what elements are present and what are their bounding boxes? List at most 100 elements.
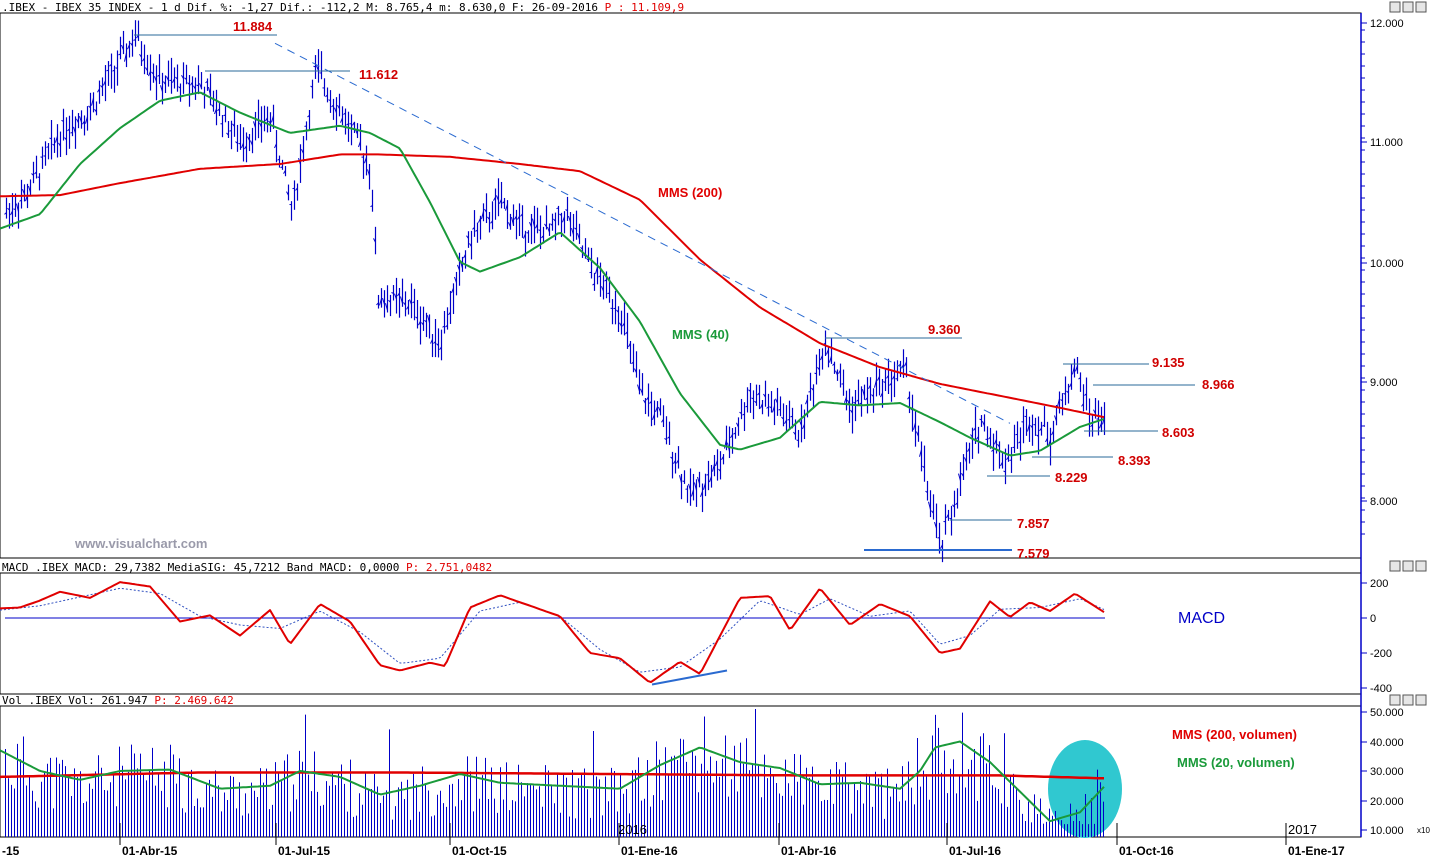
price-bar-tick <box>739 411 742 414</box>
price-bar-tick <box>427 315 430 323</box>
price-bar-tick <box>940 544 943 549</box>
price-bar-tick <box>817 367 820 371</box>
macd-line <box>0 581 1105 683</box>
price-bar-tick <box>1054 415 1057 422</box>
volume-window-buttons[interactable] <box>1389 694 1427 706</box>
price-bar-tick <box>40 156 43 158</box>
price-bar-tick <box>325 94 328 98</box>
price-bar-tick <box>490 220 493 224</box>
maximize-button[interactable] <box>1402 560 1414 572</box>
price-bar-tick <box>784 419 787 424</box>
price-bar-tick <box>709 476 712 483</box>
price-bar-tick <box>1006 456 1009 461</box>
minimize-button[interactable] <box>1389 1 1401 13</box>
price-bar-tick <box>1057 398 1060 407</box>
price-bar-tick <box>769 406 772 409</box>
price-bar-tick <box>799 420 802 426</box>
close-button[interactable] <box>1415 694 1427 706</box>
price-bar-tick <box>883 381 886 384</box>
close-button[interactable] <box>1415 560 1427 572</box>
price-bar-tick <box>919 449 922 457</box>
price-bar-tick <box>283 170 286 174</box>
y-tick-label: -400 <box>1370 683 1392 695</box>
price-bar-tick <box>1072 366 1075 375</box>
price-bar-tick <box>865 397 868 401</box>
price-bar-tick <box>97 88 100 93</box>
price-bar-tick <box>703 482 706 490</box>
price-panel <box>0 12 1362 559</box>
price-bar-tick <box>184 77 187 80</box>
price-bar-tick <box>166 76 169 81</box>
vol-mms20-line <box>0 740 1105 823</box>
price-bar-tick <box>487 216 490 220</box>
minimize-button[interactable] <box>1389 560 1401 572</box>
x-tick-label: 01-Oct-16 <box>1119 844 1174 857</box>
indicator-lines <box>0 42 1105 823</box>
price-bar-tick <box>781 416 784 420</box>
price-bar-tick <box>247 136 250 141</box>
price-bar-tick <box>259 122 262 128</box>
price-bar-tick <box>931 510 934 514</box>
price-bar-tick <box>229 130 232 132</box>
price-bar-tick <box>844 396 847 403</box>
close-button[interactable] <box>1415 1 1427 13</box>
price-bar-tick <box>748 389 751 392</box>
price-bar-tick <box>244 145 247 150</box>
price-bar-tick <box>820 355 823 361</box>
price-bar-tick <box>757 392 760 396</box>
price-bar-tick <box>907 396 910 400</box>
level-label: 11.612 <box>359 67 398 82</box>
macd-title: MACD <box>1178 610 1225 627</box>
price-bar-tick <box>814 372 817 375</box>
price-bar-tick <box>667 436 670 439</box>
vol-mms200-line <box>0 771 1104 780</box>
price-window-buttons[interactable] <box>1389 1 1427 13</box>
price-bar-tick <box>418 320 421 326</box>
price-bar-tick <box>637 384 640 392</box>
y-tick-label: 50.000 <box>1370 707 1404 719</box>
price-bar-tick <box>955 502 958 506</box>
price-bar-tick <box>877 376 880 381</box>
macd-header: MACD_.IBEX MACD: 29,7382 MediaSIG: 45,72… <box>2 561 492 574</box>
price-bar-tick <box>133 39 136 41</box>
price-bar-tick <box>751 397 754 400</box>
maximize-button[interactable] <box>1402 694 1414 706</box>
y-tick-label: 8.000 <box>1370 496 1398 508</box>
price-bar-tick <box>1024 415 1027 418</box>
price-bar-tick <box>892 375 895 380</box>
price-bar-tick <box>562 216 565 223</box>
price-bar-tick <box>445 324 448 328</box>
price-bar-tick <box>301 149 304 154</box>
price-bar-tick <box>502 201 505 204</box>
price-bar-tick <box>442 325 445 328</box>
price-bar-tick <box>388 299 391 303</box>
price-bar-tick <box>871 394 874 397</box>
price-bar-tick <box>949 517 952 520</box>
price-bar-tick <box>352 121 355 126</box>
level-label: 8.229 <box>1055 470 1088 485</box>
price-bar-tick <box>67 128 70 132</box>
price-bar-tick <box>604 279 607 282</box>
price-bar-tick <box>553 218 556 222</box>
price-bar-tick <box>1027 424 1030 432</box>
price-bar-tick <box>265 117 268 122</box>
x-tick-label: -15 <box>2 844 20 857</box>
price-bar-tick <box>181 74 184 79</box>
minimize-button[interactable] <box>1389 694 1401 706</box>
macd-window-buttons[interactable] <box>1389 560 1427 572</box>
mms40-label: MMS (40) <box>672 327 729 342</box>
price-bar-tick <box>397 292 400 297</box>
price-bar-tick <box>1102 416 1105 425</box>
maximize-button[interactable] <box>1402 1 1414 13</box>
price-bar-tick <box>469 243 472 247</box>
level-lines: 11.884 11.612 9.360 9.135 8.966 8.603 8.393 8.2… <box>134 19 1235 561</box>
price-bar-tick <box>13 208 16 211</box>
price-bar-tick <box>964 457 967 463</box>
price-bar-tick <box>712 463 715 472</box>
price-bar-tick <box>499 198 502 204</box>
price-bar-tick <box>193 85 196 90</box>
price-bar-tick <box>796 439 799 442</box>
vol-mms20-label: MMS (20, volumen) <box>1177 755 1295 770</box>
price-bar-tick <box>49 137 52 140</box>
price-bar-tick <box>1018 441 1021 444</box>
